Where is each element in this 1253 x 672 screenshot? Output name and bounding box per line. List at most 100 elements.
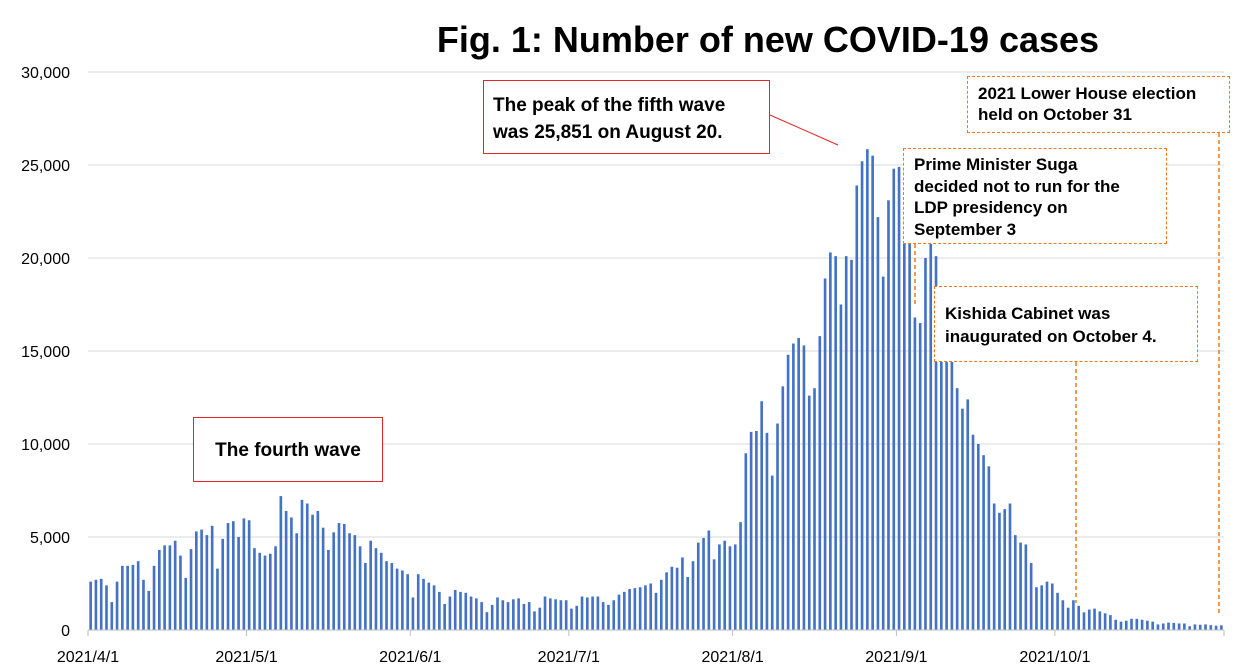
bar (940, 291, 943, 630)
bar (733, 544, 737, 630)
bar (1066, 607, 1070, 630)
bar (416, 574, 420, 630)
bar (855, 185, 859, 630)
bar (195, 531, 198, 630)
bar (152, 565, 156, 630)
bar (813, 388, 816, 630)
bar (1172, 622, 1176, 630)
bar (115, 581, 119, 630)
bar (348, 533, 351, 630)
bar (501, 600, 505, 630)
bar (866, 149, 869, 631)
bar (1198, 624, 1202, 630)
bar (226, 523, 230, 630)
bar (892, 168, 896, 630)
bar (871, 155, 874, 630)
bar (136, 561, 140, 630)
y-tick-label: 30,000 (21, 65, 70, 82)
bar (744, 453, 748, 630)
bar (1114, 619, 1117, 630)
bar (332, 532, 336, 630)
bar (707, 530, 711, 630)
bar (718, 544, 721, 630)
bar (834, 256, 837, 630)
bar (564, 600, 568, 630)
bar (876, 217, 880, 630)
bar (1124, 620, 1128, 630)
bar (142, 579, 145, 630)
bar (829, 252, 832, 631)
bar (131, 564, 135, 630)
bar (807, 395, 811, 630)
bar (559, 600, 563, 630)
bar (612, 600, 616, 630)
bar (961, 408, 964, 630)
bar (1093, 608, 1096, 630)
bar (591, 596, 594, 630)
bar (570, 608, 573, 630)
bar (427, 582, 431, 630)
bar (401, 570, 404, 630)
bar (263, 555, 267, 630)
bar (982, 455, 985, 630)
bar (453, 590, 457, 630)
bar (549, 598, 552, 630)
bar (823, 278, 827, 630)
bar (295, 533, 299, 630)
bar (1056, 592, 1059, 630)
bar (998, 512, 1001, 630)
bar (644, 585, 647, 630)
bar (686, 576, 690, 630)
bar (1220, 625, 1223, 630)
bar (480, 602, 483, 630)
bar (464, 592, 468, 630)
bar (290, 517, 293, 630)
y-tick-label: 15,000 (21, 344, 70, 361)
bar (797, 337, 800, 630)
bar (1035, 587, 1038, 630)
bar (316, 510, 320, 630)
axes: 0 5,000 10,000 15,000 20,000 25,000 30,000 2021… (21, 65, 1225, 666)
bar (580, 596, 584, 630)
bar (950, 328, 954, 630)
bar (543, 596, 547, 630)
bar (1109, 615, 1112, 630)
bar (654, 592, 658, 630)
bar (89, 581, 92, 630)
bar (284, 510, 288, 630)
bar (987, 466, 991, 630)
bar (792, 343, 795, 630)
bar (522, 603, 526, 630)
x-tick-label: 2021/7/1 (538, 649, 600, 666)
bar (554, 599, 557, 630)
y-tick-label: 0 (61, 623, 70, 640)
peak-connector-line (769, 114, 839, 146)
bar (390, 563, 394, 630)
bar (379, 552, 383, 630)
bar (1045, 581, 1049, 630)
bar (406, 574, 409, 630)
bar (1167, 622, 1170, 630)
bar (1019, 542, 1022, 630)
annotation-lower-house-election: 2021 Lower House election held on Octobe… (967, 76, 1230, 133)
bar (179, 555, 182, 630)
bar (617, 594, 621, 630)
bar (216, 568, 219, 630)
bar (971, 434, 975, 630)
y-tick-label: 10,000 (21, 437, 70, 454)
bar (929, 230, 933, 630)
annotation-connectors (769, 114, 1220, 615)
bar (691, 561, 695, 630)
bar (1029, 563, 1033, 630)
annotation-fifth-wave-peak: The peak of the fifth wave was 25,851 on… (483, 80, 770, 154)
bar (158, 550, 161, 630)
bar (633, 588, 637, 630)
bar (385, 561, 388, 630)
bar (168, 545, 172, 630)
bar (459, 591, 462, 630)
bar (770, 475, 774, 630)
bar (411, 597, 415, 630)
bar (1135, 618, 1139, 630)
x-tick-label: 2021/5/1 (215, 649, 277, 666)
bar (279, 496, 283, 630)
